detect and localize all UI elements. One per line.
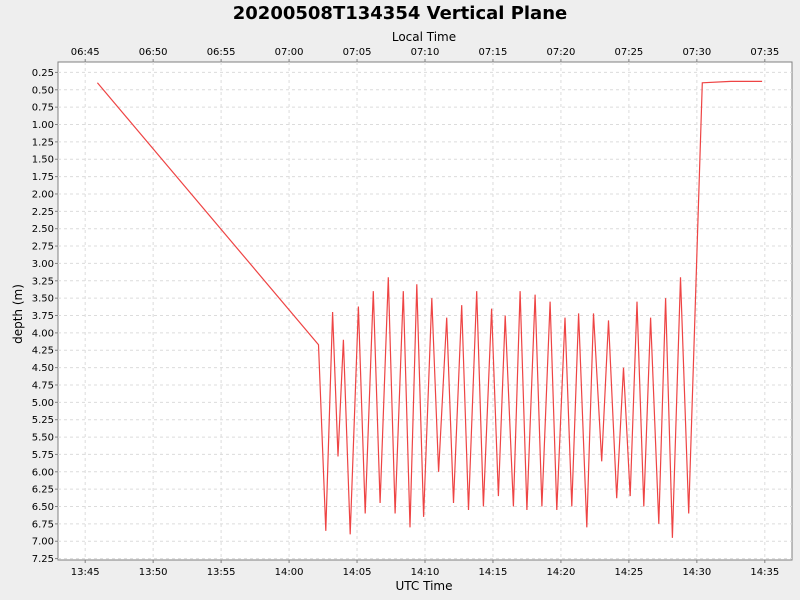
top-tick-label: 06:55: [207, 47, 236, 58]
y-tick-label: 2.75: [32, 242, 54, 253]
y-tick-label: 5.50: [32, 433, 54, 444]
chart-title: 20200508T134354 Vertical Plane: [233, 3, 567, 24]
top-tick-label: 07:25: [614, 47, 643, 58]
y-tick-label: 5.75: [32, 450, 54, 461]
y-tick-label: 4.75: [32, 380, 54, 391]
y-tick-label: 1.00: [32, 120, 54, 131]
y-tick-label: 7.25: [32, 554, 54, 565]
y-tick-label: 3.25: [32, 276, 54, 287]
y-tick-label: 2.00: [32, 189, 54, 200]
x-tick-label: 14:30: [682, 567, 711, 578]
y-tick-label: 7.00: [32, 537, 54, 548]
y-tick-label: 3.75: [32, 311, 54, 322]
y-tick-label: 5.25: [32, 415, 54, 426]
y-tick-label: 3.50: [32, 294, 54, 305]
depth-series-line: [96, 80, 763, 538]
x-tick-label: 13:45: [71, 567, 100, 578]
axis-ticks: 0.25 0.50 0.75 1.00 1.25 1.50 1.75 2.00 2.25 2.50…: [32, 47, 779, 578]
y-tick-label: 4.25: [32, 346, 54, 357]
y-tick-label: 2.50: [32, 224, 54, 235]
x-tick-label: 14:25: [614, 567, 643, 578]
x-tick-label: 14:05: [343, 567, 372, 578]
x-tick-label: 13:55: [207, 567, 236, 578]
y-tick-label: 3.00: [32, 259, 54, 270]
y-tick-label: 5.00: [32, 398, 54, 409]
x-tick-label: 14:10: [411, 567, 440, 578]
top-tick-label: 07:15: [479, 47, 508, 58]
x-tick-label: 13:50: [139, 567, 168, 578]
y-tick-label: 4.50: [32, 363, 54, 374]
y-tick-label: 0.75: [32, 103, 54, 114]
top-tick-label: 07:20: [547, 47, 576, 58]
top-tick-label: 07:30: [682, 47, 711, 58]
y-tick-label: 6.75: [32, 519, 54, 530]
y-tick-label: 1.50: [32, 155, 54, 166]
x-tick-label: 14:35: [750, 567, 779, 578]
series-layer: [96, 80, 763, 538]
top-tick-label: 07:05: [343, 47, 372, 58]
x-tick-label: 14:20: [547, 567, 576, 578]
y-axis-label: depth (m): [11, 284, 25, 344]
y-tick-label: 0.25: [32, 68, 54, 79]
top-axis-label: Local Time: [392, 30, 456, 44]
top-tick-label: 06:50: [139, 47, 168, 58]
y-tick-label: 6.25: [32, 485, 54, 496]
y-tick-label: 6.00: [32, 467, 54, 478]
y-tick-label: 1.25: [32, 137, 54, 148]
top-tick-label: 07:10: [411, 47, 440, 58]
y-tick-label: 6.50: [32, 502, 54, 513]
x-tick-label: 14:15: [479, 567, 508, 578]
y-tick-label: 2.25: [32, 207, 54, 218]
top-tick-label: 06:45: [71, 47, 100, 58]
top-tick-label: 07:35: [750, 47, 779, 58]
y-tick-label: 4.00: [32, 328, 54, 339]
y-tick-label: 1.75: [32, 172, 54, 183]
x-axis-label: UTC Time: [396, 579, 453, 593]
y-tick-label: 0.50: [32, 85, 54, 96]
x-tick-label: 14:00: [275, 567, 304, 578]
top-tick-label: 07:00: [275, 47, 304, 58]
grid: [58, 62, 792, 560]
